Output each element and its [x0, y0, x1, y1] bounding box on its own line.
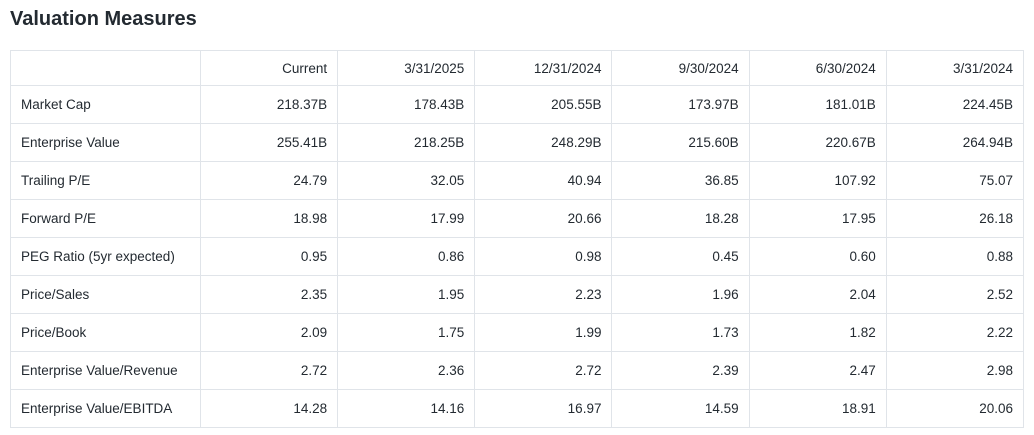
value-cell: 18.91: [748, 389, 887, 428]
table-header-row: Current 3/31/2025 12/31/2024 9/30/2024 6/30/…: [10, 50, 1025, 86]
value-cell: 17.95: [748, 199, 887, 238]
value-cell: 220.67B: [748, 123, 887, 162]
valuation-table: Current 3/31/2025 12/31/2024 9/30/2024 6/30/…: [10, 50, 1025, 428]
row-label: Enterprise Value/Revenue: [10, 351, 201, 390]
table-row: Market Cap 218.37B 178.43B 205.55B 173.97B 18…: [10, 85, 1025, 124]
value-cell: 16.97: [474, 389, 613, 428]
value-cell: 2.36: [337, 351, 476, 390]
value-cell: 215.60B: [611, 123, 750, 162]
table-row: Enterprise Value/Revenue 2.72 2.36 2.72 2.39…: [10, 351, 1025, 390]
value-cell: 2.23: [474, 275, 613, 314]
value-cell: 26.18: [885, 199, 1025, 238]
table-head: Current 3/31/2025 12/31/2024 9/30/2024 6/30/…: [10, 50, 1025, 86]
value-cell: 1.99: [474, 313, 613, 352]
value-cell: 2.22: [885, 313, 1025, 352]
value-cell: 1.73: [611, 313, 750, 352]
value-cell: 218.37B: [199, 85, 339, 124]
table-row: Trailing P/E 24.79 32.05 40.94 36.85 107.92 75…: [10, 161, 1025, 200]
value-cell: 178.43B: [337, 85, 476, 124]
row-label: Enterprise Value: [10, 123, 201, 162]
value-cell: 36.85: [611, 161, 750, 200]
value-cell: 2.09: [199, 313, 339, 352]
row-label: Enterprise Value/EBITDA: [10, 389, 201, 428]
column-header: 3/31/2024: [885, 50, 1025, 86]
value-cell: 2.39: [611, 351, 750, 390]
value-cell: 2.04: [748, 275, 887, 314]
row-label: Forward P/E: [10, 199, 201, 238]
value-cell: 2.47: [748, 351, 887, 390]
value-cell: 14.59: [611, 389, 750, 428]
table-row: PEG Ratio (5yr expected) 0.95 0.86 0.98 0.45…: [10, 237, 1025, 276]
corner-header-cell: [10, 50, 201, 86]
value-cell: 2.98: [885, 351, 1025, 390]
value-cell: 20.06: [885, 389, 1025, 428]
column-header: 12/31/2024: [474, 50, 613, 86]
column-header: 9/30/2024: [611, 50, 750, 86]
value-cell: 181.01B: [748, 85, 887, 124]
value-cell: 24.79: [199, 161, 339, 200]
value-cell: 173.97B: [611, 85, 750, 124]
row-label: PEG Ratio (5yr expected): [10, 237, 201, 276]
value-cell: 1.96: [611, 275, 750, 314]
value-cell: 2.72: [199, 351, 339, 390]
row-label: Market Cap: [10, 85, 201, 124]
value-cell: 20.66: [474, 199, 613, 238]
value-cell: 248.29B: [474, 123, 613, 162]
row-label: Price/Sales: [10, 275, 201, 314]
value-cell: 2.35: [199, 275, 339, 314]
column-header: 3/31/2025: [337, 50, 476, 86]
table-row: Enterprise Value 255.41B 218.25B 248.29B 215…: [10, 123, 1025, 162]
row-label: Price/Book: [10, 313, 201, 352]
table-row: Price/Sales 2.35 1.95 2.23 1.96 2.04 2.52: [10, 275, 1025, 314]
value-cell: 205.55B: [474, 85, 613, 124]
value-cell: 264.94B: [885, 123, 1025, 162]
table-body: Market Cap 218.37B 178.43B 205.55B 173.97B 18…: [10, 85, 1025, 428]
value-cell: 0.98: [474, 237, 613, 276]
value-cell: 218.25B: [337, 123, 476, 162]
value-cell: 0.60: [748, 237, 887, 276]
value-cell: 18.28: [611, 199, 750, 238]
table-row: Enterprise Value/EBITDA 14.28 14.16 16.97 14…: [10, 389, 1025, 428]
column-header: Current: [199, 50, 339, 86]
table-row: Forward P/E 18.98 17.99 20.66 18.28 17.95 26.1…: [10, 199, 1025, 238]
value-cell: 1.82: [748, 313, 887, 352]
value-cell: 0.95: [199, 237, 339, 276]
value-cell: 1.95: [337, 275, 476, 314]
value-cell: 17.99: [337, 199, 476, 238]
value-cell: 75.07: [885, 161, 1025, 200]
section-title: Valuation Measures: [10, 8, 197, 30]
value-cell: 255.41B: [199, 123, 339, 162]
value-cell: 0.88: [885, 237, 1025, 276]
column-header: 6/30/2024: [748, 50, 887, 86]
row-label: Trailing P/E: [10, 161, 201, 200]
value-cell: 14.16: [337, 389, 476, 428]
value-cell: 14.28: [199, 389, 339, 428]
value-cell: 0.86: [337, 237, 476, 276]
value-cell: 0.45: [611, 237, 750, 276]
value-cell: 18.98: [199, 199, 339, 238]
value-cell: 224.45B: [885, 85, 1025, 124]
value-cell: 107.92: [748, 161, 887, 200]
table-row: Price/Book 2.09 1.75 1.99 1.73 1.82 2.22: [10, 313, 1025, 352]
value-cell: 2.72: [474, 351, 613, 390]
value-cell: 1.75: [337, 313, 476, 352]
value-cell: 2.52: [885, 275, 1025, 314]
value-cell: 40.94: [474, 161, 613, 200]
value-cell: 32.05: [337, 161, 476, 200]
